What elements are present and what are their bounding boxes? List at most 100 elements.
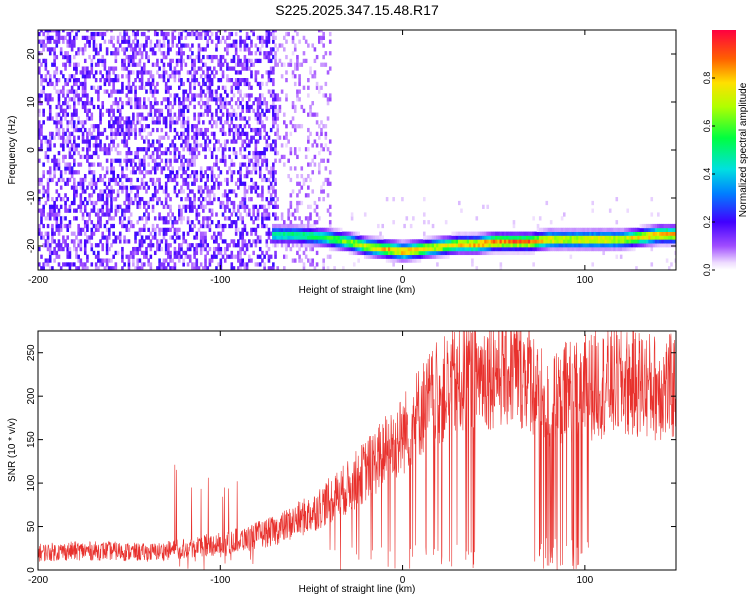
- heatmap-cell: [228, 31, 231, 37]
- heatmap-cell: [40, 51, 43, 56]
- heatmap-cell: [132, 54, 135, 60]
- heatmap-cell: [661, 227, 665, 232]
- heatmap-cell: [394, 239, 398, 244]
- heatmap-cell: [62, 239, 65, 244]
- heatmap-cell: [186, 158, 190, 163]
- heatmap-cell: [258, 116, 262, 121]
- heatmap-cell: [622, 239, 625, 244]
- heatmap-cell: [48, 81, 52, 87]
- heatmap-cell: [617, 231, 621, 236]
- heatmap-cell: [267, 266, 271, 270]
- heatmap-cell: [254, 127, 258, 133]
- heatmap-cell: [64, 204, 67, 209]
- heatmap-cell: [525, 235, 529, 240]
- heatmap-cell: [204, 47, 207, 52]
- heatmap-cell: [447, 235, 450, 240]
- heatmap-cell: [140, 78, 144, 83]
- heatmap-cell: [328, 231, 332, 236]
- heatmap-cell: [169, 250, 172, 256]
- heatmap-cell: [44, 139, 48, 144]
- heatmap-cell: [462, 250, 465, 256]
- heatmap-cell: [132, 254, 135, 259]
- heatmap-cell: [169, 127, 172, 133]
- heatmap-cell: [42, 235, 45, 240]
- heatmap-cell: [180, 35, 183, 40]
- heatmap-cell: [188, 197, 192, 202]
- heatmap-cell: [261, 39, 264, 44]
- heatmap-cell: [475, 250, 479, 256]
- heatmap-cell: [70, 147, 74, 152]
- heatmap-cell: [252, 162, 255, 167]
- heatmap-cell: [549, 231, 553, 236]
- heatmap-cell: [674, 231, 676, 236]
- heatmap-cell: [624, 239, 627, 244]
- heatmap-cell: [427, 250, 430, 256]
- heatmap-cell: [81, 154, 85, 160]
- heatmap-cell: [401, 258, 404, 263]
- heatmap-cell: [252, 108, 255, 113]
- heatmap-cell: [147, 139, 150, 144]
- heatmap-cell: [55, 104, 59, 110]
- heatmap-cell: [64, 81, 67, 87]
- heatmap-cell: [328, 239, 332, 244]
- heatmap-cell: [247, 93, 251, 98]
- heatmap-cell: [576, 246, 579, 252]
- heatmap-cell: [169, 227, 172, 232]
- heatmap-cell: [134, 127, 137, 133]
- heatmap-cell: [606, 231, 610, 236]
- heatmap-cell: [110, 131, 113, 136]
- heatmap-cell: [403, 246, 406, 252]
- heatmap-cell: [276, 127, 280, 133]
- heatmap-cell: [173, 246, 177, 252]
- heatmap-cell: [307, 174, 310, 179]
- heatmap-cell: [66, 93, 70, 98]
- heatmap-cell: [160, 166, 164, 171]
- heatmap-cell: [530, 231, 533, 236]
- heatmap-cell: [320, 85, 323, 90]
- heatmap-cell: [261, 74, 264, 79]
- heatmap-cell: [158, 262, 161, 267]
- heatmap-cell: [180, 124, 183, 129]
- heatmap-cell: [394, 246, 398, 252]
- heatmap-cell: [527, 250, 531, 256]
- heatmap-cell: [296, 208, 299, 213]
- heatmap-cell: [94, 47, 98, 52]
- heatmap-cell: [538, 243, 542, 248]
- heatmap-cell: [158, 112, 161, 117]
- heatmap-cell: [274, 181, 277, 186]
- heatmap-cell: [265, 216, 269, 221]
- heatmap-cell: [541, 239, 544, 244]
- heatmap-cell: [267, 51, 271, 56]
- heatmap-cell: [309, 108, 312, 113]
- heatmap-cell: [250, 158, 253, 163]
- heatmap-cell: [538, 246, 542, 252]
- heatmap-cell: [595, 231, 599, 236]
- heatmap-cell: [245, 108, 249, 113]
- heatmap-cell: [173, 97, 177, 102]
- heatmap-cell: [103, 174, 107, 179]
- heatmap-cell: [361, 243, 365, 248]
- heatmap-cell: [121, 246, 124, 252]
- heatmap-cell: [558, 243, 562, 248]
- heatmap-cell: [237, 85, 240, 90]
- heatmap-cell: [136, 70, 140, 75]
- heatmap-cell: [637, 227, 640, 232]
- heatmap-cell: [162, 235, 166, 240]
- heatmap-cell: [300, 124, 304, 129]
- heatmap-cell: [94, 147, 98, 152]
- heatmap-cell: [670, 235, 673, 240]
- heatmap-cell: [88, 154, 91, 160]
- heatmap-cell: [88, 39, 91, 44]
- heatmap-cell: [324, 243, 328, 248]
- heatmap-cell: [160, 200, 164, 206]
- heatmap-cell: [269, 266, 273, 270]
- heatmap-cell: [143, 104, 146, 110]
- heatmap-cell: [457, 250, 461, 256]
- heatmap-cell: [143, 185, 146, 190]
- spectrogram-x-label: Height of straight line (km): [299, 285, 416, 296]
- heatmap-cell: [86, 258, 89, 263]
- heatmap-cell: [193, 150, 196, 156]
- heatmap-cell: [307, 216, 310, 221]
- heatmap-cell: [499, 250, 503, 256]
- heatmap-cell: [197, 127, 201, 133]
